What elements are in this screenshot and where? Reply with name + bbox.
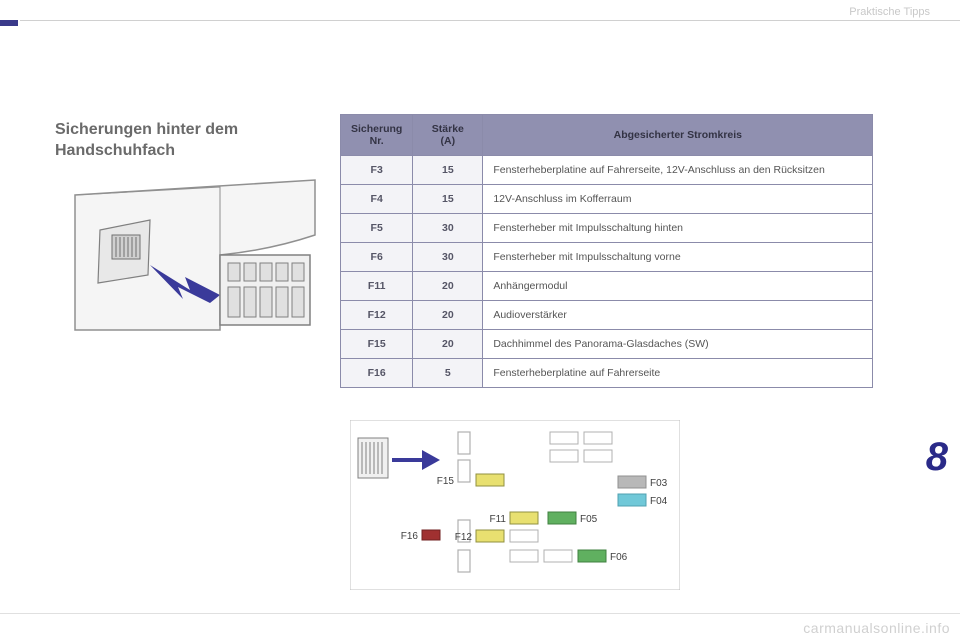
watermark: carmanualsonline.info	[803, 620, 950, 636]
th1-l2: Nr.	[370, 135, 384, 147]
cell-desc: Fensterheber mit Impulsschaltung hinten	[483, 214, 873, 243]
header-section-label: Praktische Tipps	[849, 6, 930, 18]
chapter-number: 8	[926, 435, 948, 480]
th1-l1: Sicherung	[351, 123, 402, 135]
cell-a: 15	[413, 156, 483, 185]
label-f04: F04	[650, 496, 668, 507]
cell-a: 20	[413, 272, 483, 301]
table-row: F530Fensterheber mit Impulsschaltung hin…	[341, 214, 873, 243]
cell-desc: Fensterheberplatine auf Fahrerseite	[483, 359, 873, 388]
title-line2: Handschuhfach	[55, 142, 175, 159]
table-row: F1120Anhängermodul	[341, 272, 873, 301]
table-row: F1520Dachhimmel des Panorama-Glasdaches …	[341, 330, 873, 359]
th-circuit: Abgesicherter Stromkreis	[483, 115, 873, 156]
label-f15: F15	[437, 476, 455, 487]
cell-nr: F5	[341, 214, 413, 243]
title-line1: Sicherungen hinter dem	[55, 121, 238, 138]
label-f16: F16	[401, 531, 419, 542]
cell-nr: F6	[341, 243, 413, 272]
side-stripe	[0, 20, 18, 26]
th-fuse-nr: SicherungNr.	[341, 115, 413, 156]
cell-a: 20	[413, 301, 483, 330]
th2-l1: Stärke	[432, 123, 464, 135]
table-row: F1220Audioverstärker	[341, 301, 873, 330]
arrow-icon	[392, 450, 440, 470]
cell-a: 15	[413, 185, 483, 214]
cell-desc: 12V-Anschluss im Kofferraum	[483, 185, 873, 214]
cell-a: 5	[413, 359, 483, 388]
cell-nr: F16	[341, 359, 413, 388]
cell-nr: F12	[341, 301, 413, 330]
header-divider	[20, 20, 960, 21]
cell-a: 30	[413, 214, 483, 243]
table-row: F165Fensterheberplatine auf Fahrerseite	[341, 359, 873, 388]
cell-a: 20	[413, 330, 483, 359]
fuse-table-body: F315Fensterheberplatine auf Fahrerseite,…	[341, 156, 873, 388]
cell-a: 30	[413, 243, 483, 272]
cell-nr: F4	[341, 185, 413, 214]
cell-nr: F15	[341, 330, 413, 359]
glovebox-illustration	[70, 175, 320, 335]
table-header-row: SicherungNr. Stärke(A) Abgesicherter Str…	[341, 115, 873, 156]
label-f12: F12	[455, 532, 473, 543]
th2-l2: (A)	[441, 135, 456, 147]
label-f06: F06	[610, 552, 628, 563]
cell-desc: Fensterheber mit Impulsschaltung vorne	[483, 243, 873, 272]
fuse-layout-diagram: F15 F16 F11 F12 F05 F03 F04 F06	[350, 420, 680, 590]
cell-nr: F3	[341, 156, 413, 185]
fuse-table: SicherungNr. Stärke(A) Abgesicherter Str…	[340, 114, 873, 388]
table-row: F315Fensterheberplatine auf Fahrerseite,…	[341, 156, 873, 185]
table-row: F41512V-Anschluss im Kofferraum	[341, 185, 873, 214]
cell-desc: Fensterheberplatine auf Fahrerseite, 12V…	[483, 156, 873, 185]
cell-nr: F11	[341, 272, 413, 301]
table-row: F630Fensterheber mit Impulsschaltung vor…	[341, 243, 873, 272]
label-f05: F05	[580, 514, 598, 525]
page-title: Sicherungen hinter dem Handschuhfach	[55, 120, 238, 162]
label-f11: F11	[490, 514, 507, 525]
footer-divider	[0, 613, 960, 614]
cell-desc: Anhängermodul	[483, 272, 873, 301]
label-f03: F03	[650, 478, 668, 489]
cell-desc: Dachhimmel des Panorama-Glasdaches (SW)	[483, 330, 873, 359]
th-amp: Stärke(A)	[413, 115, 483, 156]
cell-desc: Audioverstärker	[483, 301, 873, 330]
